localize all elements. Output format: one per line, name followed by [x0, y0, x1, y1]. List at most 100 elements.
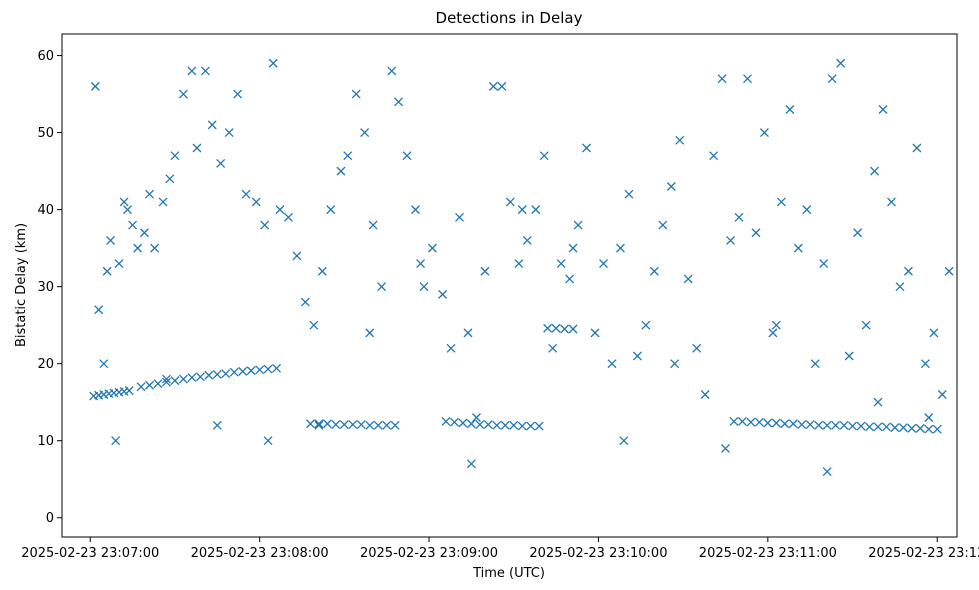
- y-tick-label: 40: [37, 203, 54, 218]
- data-point: [517, 421, 527, 431]
- data-point: [216, 158, 226, 168]
- data-point: [446, 343, 456, 353]
- data-point: [221, 369, 231, 379]
- data-point: [839, 420, 849, 430]
- data-point: [548, 343, 558, 353]
- data-point: [870, 166, 880, 176]
- data-point: [373, 420, 383, 430]
- data-point: [263, 364, 273, 374]
- data-point: [814, 420, 824, 430]
- data-point: [458, 418, 468, 428]
- data-point: [802, 205, 812, 215]
- data-point: [178, 89, 188, 99]
- data-point: [170, 376, 180, 386]
- y-tick-label: 50: [37, 126, 54, 141]
- data-point: [746, 417, 756, 427]
- chart-title: Detections in Delay: [436, 9, 583, 27]
- data-point: [263, 436, 273, 446]
- data-point: [771, 320, 781, 330]
- x-tick-label: 2025-02-23 23:10:00: [529, 546, 667, 561]
- data-point: [632, 351, 642, 361]
- data-point: [856, 421, 866, 431]
- data-point: [365, 328, 375, 338]
- data-point: [797, 420, 807, 429]
- data-point: [599, 259, 608, 269]
- data-point: [607, 359, 617, 369]
- data-point: [449, 417, 459, 427]
- data-point: [145, 380, 154, 390]
- data-point: [187, 373, 197, 383]
- data-point: [726, 235, 736, 245]
- data-point: [848, 421, 857, 431]
- data-point: [463, 328, 473, 338]
- data-point: [441, 416, 451, 426]
- data-point: [543, 323, 553, 333]
- data-point: [500, 420, 510, 430]
- data-point: [827, 74, 837, 84]
- data-point: [531, 205, 541, 215]
- data-point: [387, 66, 397, 76]
- data-point: [402, 151, 412, 161]
- data-point: [339, 420, 349, 429]
- data-point: [683, 274, 693, 284]
- data-point: [314, 419, 324, 429]
- data-point: [368, 220, 378, 230]
- data-point: [924, 413, 934, 423]
- data-point: [150, 243, 160, 253]
- data-point: [162, 377, 171, 387]
- data-point: [937, 390, 947, 399]
- data-point: [268, 58, 278, 68]
- data-point: [111, 436, 121, 446]
- data-point: [912, 143, 922, 153]
- data-point: [356, 420, 366, 429]
- data-point: [641, 320, 651, 330]
- x-axis-label: Time (UTC): [472, 566, 545, 581]
- data-point: [246, 366, 256, 376]
- y-axis: 0 10 20 30 40 50 60: [37, 49, 62, 526]
- data-point: [255, 365, 265, 375]
- data-point: [351, 89, 361, 99]
- y-axis-label: Bistatic Delay (km): [14, 223, 29, 347]
- data-point: [692, 343, 702, 353]
- data-point: [522, 235, 532, 245]
- data-point: [322, 419, 332, 429]
- data-point: [200, 66, 210, 76]
- data-point: [233, 89, 243, 99]
- data-point: [158, 197, 168, 207]
- data-point: [419, 282, 429, 292]
- data-point: [466, 459, 476, 469]
- data-point: [348, 420, 358, 429]
- data-point: [114, 259, 124, 269]
- data-point: [929, 328, 939, 338]
- data-point: [754, 417, 764, 427]
- data-point: [734, 212, 744, 222]
- x-tick-label: 2025-02-23 23:12:00: [868, 546, 979, 561]
- data-point: [844, 351, 854, 361]
- data-point: [831, 420, 841, 430]
- data-point: [895, 282, 905, 292]
- data-point: [165, 174, 175, 184]
- data-point: [568, 243, 578, 253]
- data-point: [390, 420, 400, 430]
- data-point: [743, 74, 752, 84]
- data-point: [737, 416, 747, 426]
- data-point: [932, 424, 942, 434]
- data-point: [343, 151, 353, 161]
- data-point: [492, 420, 502, 430]
- data-point: [624, 189, 634, 199]
- data-point: [365, 420, 375, 430]
- data-point: [509, 420, 519, 430]
- data-point: [881, 422, 891, 432]
- data-point: [336, 166, 346, 176]
- data-point: [178, 374, 188, 384]
- data-point: [480, 266, 490, 276]
- data-point: [700, 390, 710, 399]
- data-point: [776, 197, 786, 207]
- data-point: [90, 81, 100, 91]
- data-point: [207, 120, 217, 130]
- data-point: [212, 370, 222, 379]
- data-point: [136, 382, 146, 392]
- data-point: [898, 423, 908, 433]
- data-point: [139, 228, 149, 238]
- data-point: [331, 420, 341, 429]
